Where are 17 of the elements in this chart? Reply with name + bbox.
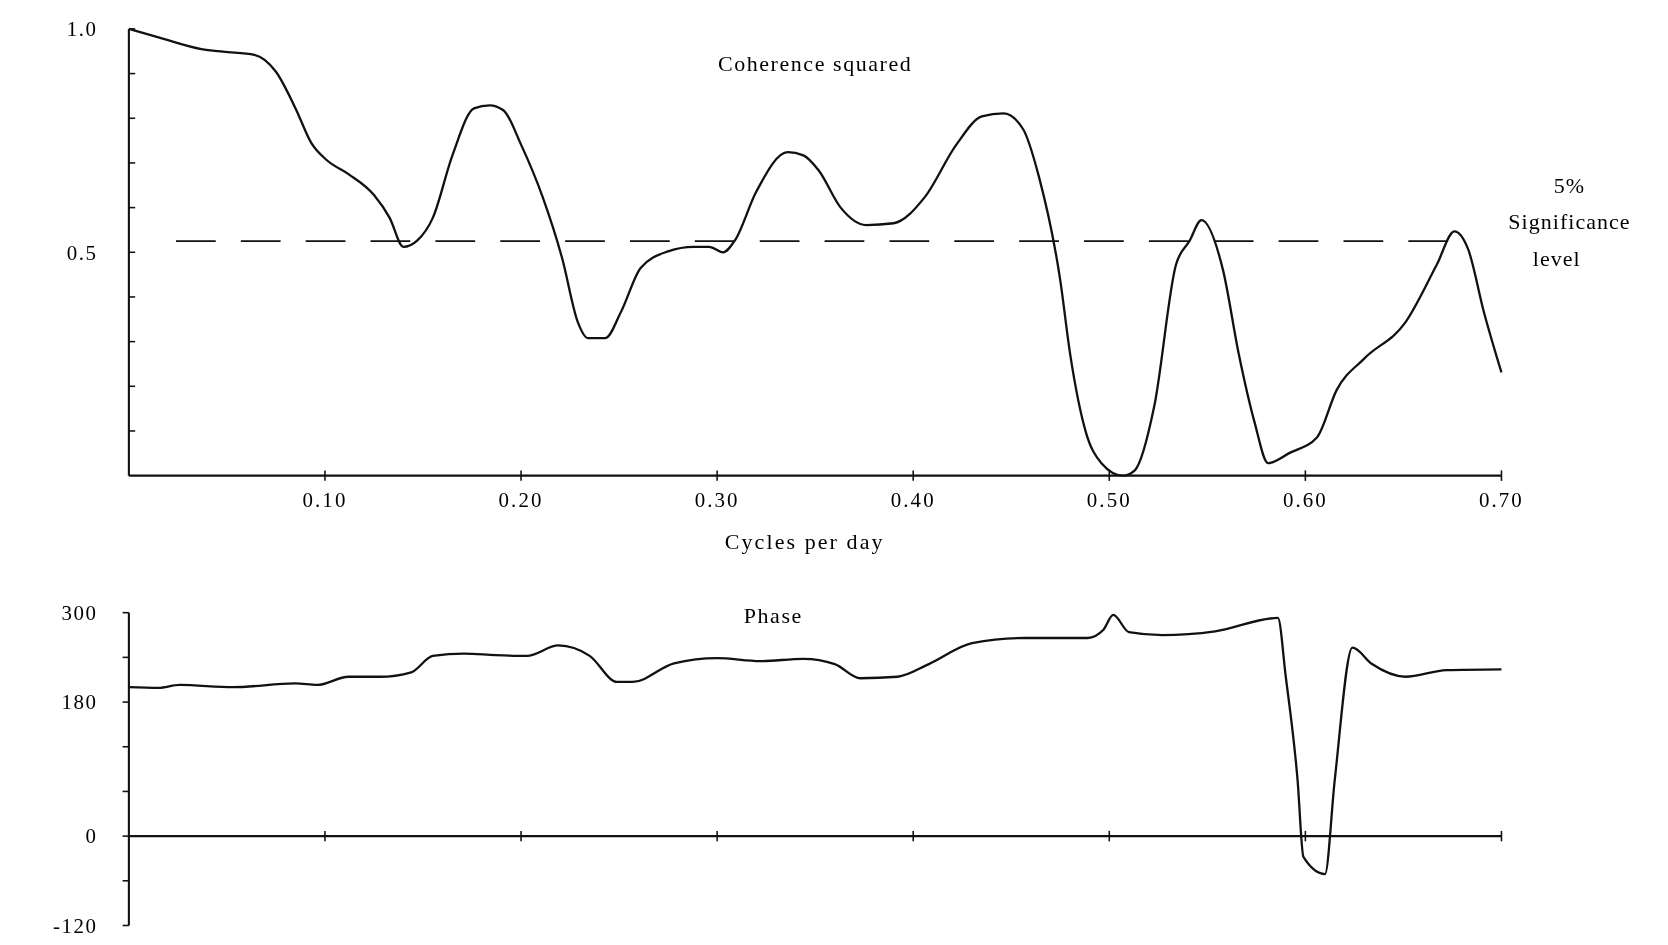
x-axis-title: Cycles per day	[724, 528, 885, 554]
y-tick-label: 0	[85, 824, 98, 849]
x-tick-label: 0.10	[302, 488, 348, 513]
y-tick-label: 300	[61, 601, 98, 626]
ref-line-label: 5% Significance level	[1508, 172, 1631, 272]
x-tick-label: 0.40	[890, 488, 936, 513]
y-tick-label: 180	[61, 690, 98, 715]
x-tick-label: 0.50	[1086, 488, 1132, 513]
y-tick-label: -120	[52, 913, 98, 938]
text: Coherence squared	[718, 50, 913, 76]
x-tick-label: 0.60	[1282, 488, 1328, 513]
y-tick-label: 0.5	[66, 240, 98, 265]
x-tick-label: 0.20	[498, 488, 544, 513]
x-tick-label: 0.30	[694, 488, 740, 513]
chart-title: Phase	[743, 603, 803, 629]
x-tick-label: 0.70	[1478, 488, 1524, 513]
y-tick-label: 1.0	[66, 17, 98, 42]
